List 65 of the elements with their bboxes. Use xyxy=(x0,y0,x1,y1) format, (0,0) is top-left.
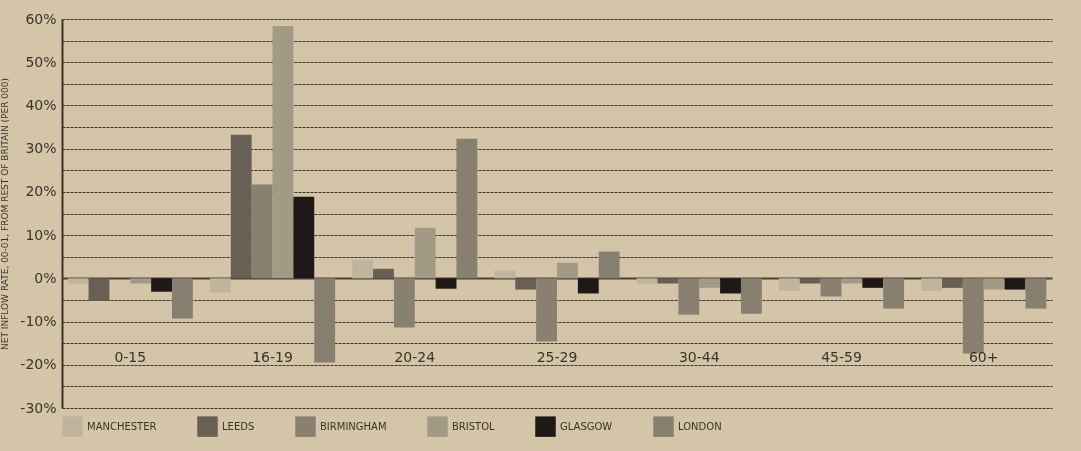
bar xyxy=(862,278,884,288)
y-tick-label: -20% xyxy=(20,356,57,373)
bar xyxy=(494,270,516,279)
bar xyxy=(577,278,599,294)
bar xyxy=(67,278,89,284)
bar xyxy=(393,278,415,328)
bar xyxy=(352,259,374,279)
bar xyxy=(778,278,800,291)
bar xyxy=(456,138,478,279)
bar xyxy=(88,278,110,301)
x-tick-label: 20-24 xyxy=(394,348,436,365)
bar xyxy=(799,278,821,284)
legend-label: BIRMINGHAM xyxy=(320,420,387,432)
bar xyxy=(293,196,315,279)
bar xyxy=(536,278,557,342)
bar xyxy=(373,268,394,279)
bar xyxy=(151,278,172,292)
y-tick-label: -10% xyxy=(20,313,57,330)
x-tick-label: 0-15 xyxy=(114,348,147,365)
y-tick-label: 10% xyxy=(25,226,57,243)
bar xyxy=(414,227,436,279)
bar xyxy=(435,278,457,289)
bar xyxy=(230,134,252,279)
bar xyxy=(678,278,700,315)
y-tick-label: 50% xyxy=(25,53,57,70)
bar xyxy=(657,278,679,284)
y-tick-label: 20% xyxy=(25,183,57,200)
bar xyxy=(942,278,963,288)
y-tick-label: 0% xyxy=(34,269,57,286)
bar xyxy=(209,278,231,293)
bar xyxy=(557,262,578,279)
bar xyxy=(983,278,1005,290)
bar xyxy=(636,278,658,284)
legend-label: LONDON xyxy=(678,420,722,432)
bar xyxy=(740,278,762,314)
bar xyxy=(130,278,152,284)
y-tick-label: 30% xyxy=(25,140,57,157)
x-tick-label: 30-44 xyxy=(678,348,720,365)
bar xyxy=(598,251,620,279)
bar xyxy=(883,278,905,309)
bar xyxy=(314,278,336,363)
bar xyxy=(820,278,842,297)
bar xyxy=(962,278,984,354)
x-tick-label: 45-59 xyxy=(821,348,862,365)
y-tick-label: 40% xyxy=(25,96,57,113)
legend-label: GLASGOW xyxy=(560,420,613,432)
bar xyxy=(921,278,942,291)
bar xyxy=(720,278,741,294)
legend-label: LEEDS xyxy=(222,420,255,432)
x-tick-label: 25-29 xyxy=(536,348,578,365)
bar xyxy=(841,278,863,284)
bar xyxy=(1004,278,1026,290)
legend-label: MANCHESTER xyxy=(87,420,157,432)
bar xyxy=(251,184,273,279)
legend-label: BRISTOL xyxy=(452,420,496,432)
x-tick-label: 60+ xyxy=(968,348,999,365)
y-axis-title: NET INFLOW RATE, 00-01, FROM REST OF BRITAIN (PER 000) xyxy=(0,78,11,350)
bar xyxy=(515,278,537,290)
bar xyxy=(172,278,193,319)
y-tick-label: -30% xyxy=(20,399,57,416)
bar xyxy=(1025,278,1047,309)
bar xyxy=(272,25,294,279)
x-tick-label: 16-19 xyxy=(252,348,293,365)
y-tick-label: 60% xyxy=(25,10,57,27)
bar xyxy=(699,278,721,288)
